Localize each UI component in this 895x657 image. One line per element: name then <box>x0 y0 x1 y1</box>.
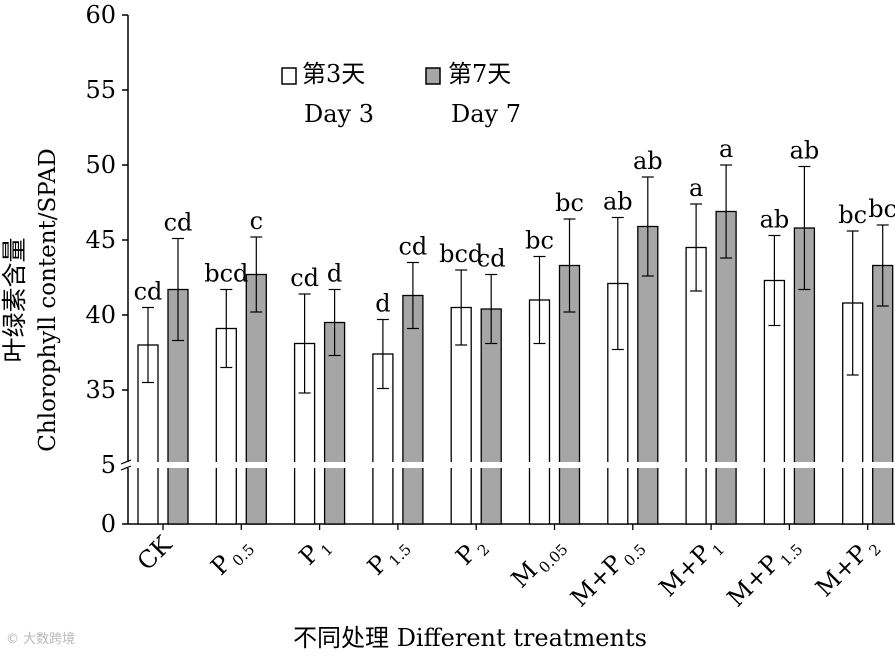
x-tick-label-sub-3: 1.5 <box>385 540 415 570</box>
significance-label-1-3: cd <box>398 233 427 261</box>
x-tick-label-5: M0.05 <box>506 530 572 596</box>
x-tick-label-base-9: M+P <box>810 539 873 602</box>
bars-group <box>118 164 895 525</box>
significance-label-0-3: d <box>375 290 390 318</box>
x-tick-label-sub-6: 0.5 <box>620 540 650 570</box>
significance-label-0-0: cd <box>134 278 163 306</box>
legend-label-day7-en: Day 7 <box>451 100 521 128</box>
x-tick-label-sub-1: 0.5 <box>229 540 259 570</box>
x-tick-label-4: P2 <box>450 530 493 573</box>
significance-label-1-2: d <box>327 260 342 288</box>
significance-label-1-9: bc <box>868 195 895 223</box>
x-tick-label-sub-5: 0.05 <box>535 540 571 576</box>
legend-label-day3-en: Day 3 <box>304 100 374 128</box>
x-tick-label-8: M+P1.5 <box>722 530 807 615</box>
legend-swatch-day7 <box>425 67 441 85</box>
significance-label-1-0: cd <box>164 209 193 237</box>
x-tick-label-base-6: M+P <box>565 549 628 612</box>
y-tick-label-45: 45 <box>85 226 116 254</box>
significance-label-1-6: ab <box>633 147 663 175</box>
significance-label-0-4: bcd <box>439 240 483 268</box>
x-axis-label: 不同处理 Different treatments <box>293 624 647 652</box>
significance-label-1-7: a <box>719 135 733 163</box>
significance-label-0-7: a <box>689 174 703 202</box>
x-tick-label-0: CK <box>132 530 178 576</box>
significance-label-1-1: c <box>250 207 263 235</box>
axis-break-mark-lower <box>120 465 132 471</box>
x-tick-label-9: M+P2 <box>810 530 885 605</box>
y-axis-label-chinese: 叶绿素含量 <box>0 237 29 362</box>
significance-label-0-8: ab <box>760 206 790 234</box>
legend-label-day7-cn: 第7天 <box>448 60 511 88</box>
legend-swatch-day3 <box>281 67 297 85</box>
legend-label-day3-cn: 第3天 <box>302 60 365 88</box>
y-tick-label-60: 60 <box>85 1 116 29</box>
watermark: © 大数跨境 <box>6 632 76 647</box>
significance-label-1-5: bc <box>555 189 584 217</box>
significance-label-0-2: cd <box>290 264 319 292</box>
x-tick-label-3: P1.5 <box>362 530 415 583</box>
axis-break-mark-upper <box>120 459 132 465</box>
y-axis-label-english: Chlorophyll content/SPAD <box>35 148 61 451</box>
y-tick-label-40: 40 <box>85 301 116 329</box>
x-tick-label-1: P0.5 <box>205 530 258 583</box>
x-tick-label-6: M+P0.5 <box>565 530 650 615</box>
x-tick-label-sub-8: 1.5 <box>777 540 807 570</box>
significance-label-1-4: cd <box>477 245 506 273</box>
x-tick-label-base-7: M+P <box>654 539 717 602</box>
y-tick-label-50: 50 <box>85 151 116 179</box>
y-tick-label-35: 35 <box>85 376 116 404</box>
bar-day7-3 <box>402 294 424 525</box>
x-tick-label-2: P1 <box>294 530 337 573</box>
axis-break-band <box>118 462 895 468</box>
significance-label-1-8: ab <box>790 137 820 165</box>
x-tick-label-base-0: CK <box>132 530 178 576</box>
significance-label-0-6: ab <box>603 188 633 216</box>
significance-label-0-1: bcd <box>204 260 248 288</box>
significance-label-0-5: bc <box>525 227 554 255</box>
legend: 第3天 Day 3 第7天 Day 7 <box>281 60 521 128</box>
y-tick-label-55: 55 <box>85 76 116 104</box>
x-tick-label-7: M+P1 <box>654 530 729 605</box>
y-tick-label-lower-5: 5 <box>101 451 116 479</box>
significance-label-0-9: bc <box>838 201 867 229</box>
y-tick-label-lower-0: 0 <box>101 510 116 538</box>
x-tick-label-base-8: M+P <box>722 549 785 612</box>
